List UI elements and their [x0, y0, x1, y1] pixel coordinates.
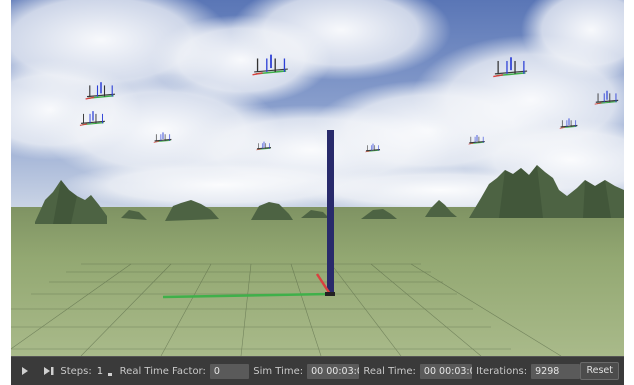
sim-time-label: Sim Time: — [253, 365, 304, 377]
drone-1[interactable] — [85, 82, 116, 100]
play-icon — [21, 367, 28, 375]
3d-viewport[interactable] — [11, 0, 624, 356]
drone-10[interactable] — [594, 90, 619, 105]
rtf-label: Real Time Factor: — [119, 365, 206, 377]
iterations-field: 9298 — [531, 363, 581, 379]
step-forward-icon — [43, 367, 54, 375]
drone-8[interactable] — [493, 57, 528, 78]
pillar[interactable] — [327, 130, 334, 295]
axis-x-line — [315, 273, 332, 295]
drone-9[interactable] — [559, 118, 578, 129]
sim-time-field: 00 00:03:05.960 — [307, 363, 360, 379]
axis-y-line — [162, 292, 330, 299]
drone-7[interactable] — [468, 134, 485, 145]
drone-4[interactable] — [153, 132, 172, 143]
steps-label: Steps: — [60, 365, 92, 377]
drone-swarm[interactable] — [79, 54, 619, 153]
ground-grid — [11, 263, 562, 356]
simulation-scene[interactable] — [11, 0, 624, 356]
origin-marker — [325, 292, 335, 296]
reset-button[interactable]: Reset — [580, 362, 620, 380]
step-button[interactable] — [41, 361, 57, 381]
ground-plane — [11, 207, 624, 356]
steps-spinner-icon[interactable] — [108, 372, 112, 376]
rtf-field: 0 — [209, 363, 250, 379]
drone-5[interactable] — [256, 141, 272, 151]
steps-value[interactable]: 1 — [96, 365, 104, 377]
drone-2[interactable] — [79, 111, 105, 126]
drone-3[interactable] — [252, 54, 288, 76]
real-time-label: Real Time: — [363, 365, 416, 377]
real-time-field: 00 00:03:06.379 — [419, 363, 473, 379]
iterations-label: Iterations: — [476, 365, 528, 377]
simulation-toolbar: Steps: 1 Real Time Factor: 0 Sim Time: 0… — [11, 356, 624, 385]
terrain-hill-shading — [53, 165, 611, 224]
drone-6[interactable] — [365, 143, 381, 153]
play-button[interactable] — [17, 361, 33, 381]
